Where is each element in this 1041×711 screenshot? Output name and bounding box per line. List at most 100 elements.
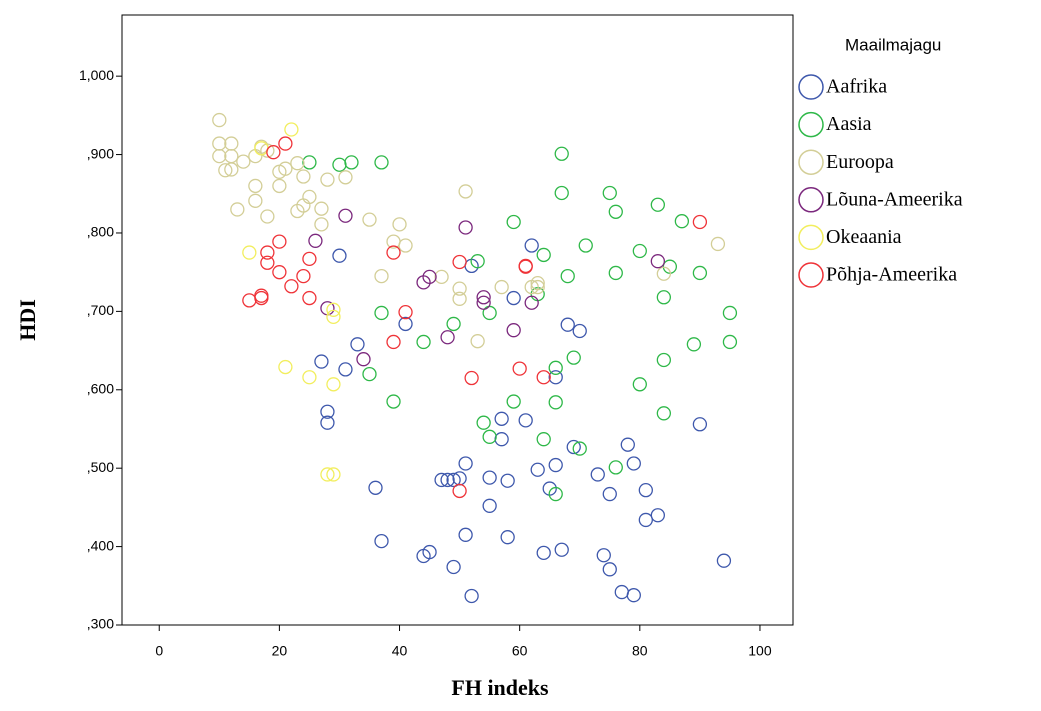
point: [626, 588, 641, 603]
point: [422, 544, 437, 560]
x-tick-label: 100: [748, 643, 772, 659]
point: [374, 305, 389, 321]
point: [692, 214, 708, 230]
legend-title: Maailmajagu: [845, 35, 941, 54]
point: [320, 467, 335, 482]
point: [464, 370, 479, 386]
point: [476, 290, 491, 305]
point: [536, 247, 551, 263]
legend-label: Okeaania: [826, 226, 902, 248]
legend-symbol: [798, 224, 824, 251]
point: [374, 155, 389, 170]
point: [650, 254, 665, 269]
point: [482, 498, 497, 513]
point: [494, 279, 509, 295]
point: [524, 238, 539, 253]
y-tick-label: ,700: [87, 302, 114, 318]
point: [470, 334, 485, 349]
point: [434, 472, 449, 488]
y-tick-label: ,800: [87, 224, 114, 240]
point: [608, 460, 623, 475]
x-axis-label: FH indeks: [451, 675, 549, 700]
point: [716, 553, 732, 568]
point: [392, 217, 407, 232]
point: [446, 316, 461, 332]
point: [458, 220, 473, 235]
point: [602, 562, 617, 577]
legend-label: Aasia: [826, 113, 872, 135]
point: [554, 185, 569, 201]
point: [632, 243, 647, 259]
point: [416, 334, 431, 350]
point: [248, 178, 263, 194]
point: [332, 248, 347, 263]
plot-frame: [121, 14, 794, 626]
point: [656, 352, 671, 368]
point: [272, 265, 287, 280]
point: [302, 370, 317, 385]
point: [548, 360, 563, 375]
point: [272, 178, 287, 194]
point: [212, 148, 227, 164]
point: [272, 234, 287, 249]
y-tick-label: ,500: [87, 459, 114, 475]
point: [224, 162, 239, 177]
point: [500, 473, 515, 488]
legend-label: Aafrika: [826, 76, 887, 98]
point: [656, 290, 671, 305]
point: [464, 588, 479, 604]
point: [602, 486, 617, 502]
point: [470, 254, 485, 269]
point: [278, 136, 293, 151]
point: [434, 269, 449, 285]
point: [440, 472, 455, 488]
point: [350, 337, 365, 352]
legend-label: Põhja-Ameerika: [826, 264, 957, 286]
point: [632, 377, 647, 392]
point: [506, 214, 521, 230]
point: [530, 462, 545, 477]
y-tick-label: ,900: [87, 145, 114, 161]
point: [578, 238, 593, 253]
point: [230, 202, 245, 217]
point: [566, 350, 581, 365]
point: [326, 309, 341, 325]
point: [638, 482, 653, 498]
point: [650, 508, 665, 523]
point: [260, 245, 275, 260]
point: [326, 467, 341, 482]
x-tick-label: 60: [512, 643, 528, 659]
point: [302, 155, 317, 170]
point: [302, 290, 317, 306]
legend-label: Euroopa: [826, 151, 894, 173]
y-axis-label: HDI: [15, 299, 40, 341]
point: [422, 269, 437, 285]
point: [650, 197, 665, 212]
point: [536, 432, 551, 447]
point: [548, 370, 563, 385]
point: [212, 112, 227, 128]
legend-symbol: [798, 111, 824, 138]
point: [320, 172, 335, 187]
point: [572, 323, 587, 339]
point: [500, 530, 515, 545]
point: [560, 268, 575, 284]
point: [386, 245, 401, 260]
point: [452, 281, 467, 296]
point: [254, 288, 269, 303]
point: [320, 415, 335, 430]
point: [692, 265, 708, 281]
legend-symbol: [798, 262, 824, 288]
x-tick-label: 20: [272, 643, 288, 659]
point: [344, 155, 359, 170]
point: [386, 334, 401, 350]
legend-symbol: [798, 149, 824, 175]
point: [356, 352, 371, 367]
point: [710, 236, 726, 252]
point: [338, 170, 353, 185]
point: [692, 417, 708, 432]
point: [278, 359, 293, 375]
point: [722, 334, 738, 350]
